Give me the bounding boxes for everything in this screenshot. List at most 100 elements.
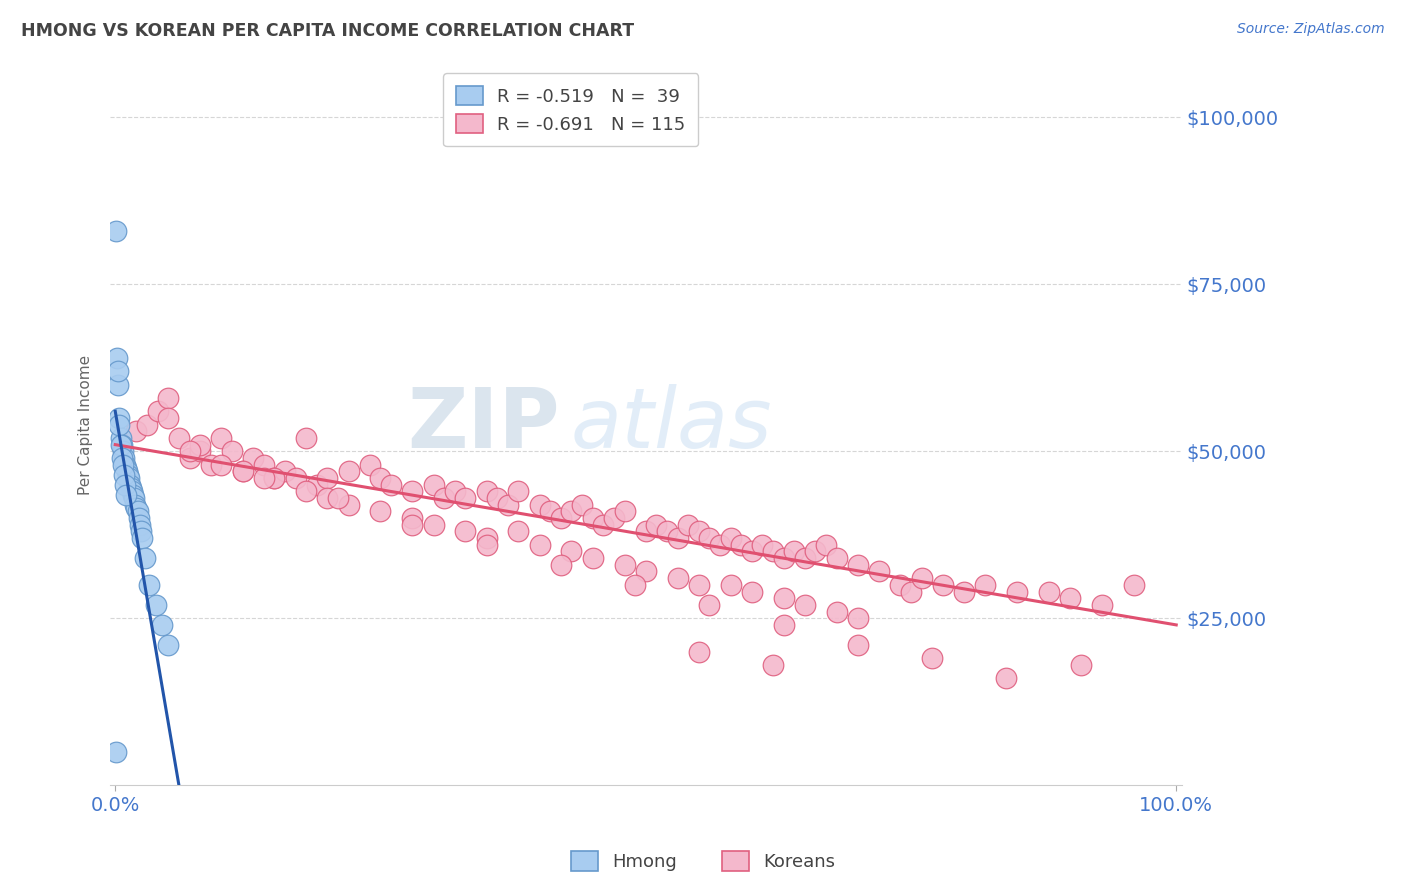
Point — [124, 491, 146, 505]
Point — [655, 524, 678, 539]
Point — [221, 444, 243, 458]
Point — [125, 424, 148, 438]
Point — [401, 517, 423, 532]
Point — [242, 450, 264, 465]
Point — [125, 501, 148, 516]
Point — [634, 524, 657, 539]
Point — [529, 538, 551, 552]
Point — [337, 464, 360, 478]
Point — [804, 544, 827, 558]
Point — [486, 491, 509, 505]
Legend: Hmong, Koreans: Hmong, Koreans — [564, 844, 842, 879]
Point — [107, 377, 129, 392]
Point — [815, 538, 838, 552]
Point — [110, 437, 132, 451]
Point — [253, 471, 276, 485]
Point — [112, 450, 135, 465]
Point — [699, 598, 721, 612]
Point — [105, 745, 128, 759]
Point — [508, 524, 530, 539]
Point — [111, 444, 134, 458]
Point — [676, 517, 699, 532]
Point — [613, 558, 636, 572]
Point — [433, 491, 456, 505]
Point — [370, 504, 392, 518]
Point — [688, 645, 710, 659]
Point — [1091, 598, 1114, 612]
Point — [560, 544, 582, 558]
Point — [274, 464, 297, 478]
Point — [783, 544, 806, 558]
Point — [107, 364, 129, 378]
Point — [209, 431, 232, 445]
Point — [720, 531, 742, 545]
Point — [889, 578, 911, 592]
Point — [105, 224, 128, 238]
Point — [422, 517, 444, 532]
Point — [122, 488, 145, 502]
Point — [645, 517, 668, 532]
Point — [316, 471, 339, 485]
Point — [995, 671, 1018, 685]
Point — [108, 417, 131, 432]
Point — [475, 538, 498, 552]
Point — [475, 484, 498, 499]
Point — [114, 477, 136, 491]
Point — [613, 504, 636, 518]
Point — [688, 578, 710, 592]
Point — [1122, 578, 1144, 592]
Point — [136, 417, 159, 432]
Point — [128, 511, 150, 525]
Point — [762, 657, 785, 672]
Point — [772, 618, 794, 632]
Point — [550, 511, 572, 525]
Point — [150, 618, 173, 632]
Point — [138, 578, 160, 592]
Point — [974, 578, 997, 592]
Point — [846, 638, 869, 652]
Point — [910, 571, 932, 585]
Point — [825, 551, 848, 566]
Y-axis label: Per Capita Income: Per Capita Income — [79, 354, 93, 495]
Point — [751, 538, 773, 552]
Point — [422, 477, 444, 491]
Point — [232, 464, 254, 478]
Point — [825, 605, 848, 619]
Point — [115, 461, 138, 475]
Point — [131, 531, 153, 545]
Point — [263, 471, 285, 485]
Point — [666, 531, 689, 545]
Text: HMONG VS KOREAN PER CAPITA INCOME CORRELATION CHART: HMONG VS KOREAN PER CAPITA INCOME CORREL… — [21, 22, 634, 40]
Point — [900, 584, 922, 599]
Point — [496, 498, 519, 512]
Point — [634, 565, 657, 579]
Legend: R = -0.519   N =  39, R = -0.691   N = 115: R = -0.519 N = 39, R = -0.691 N = 115 — [443, 73, 699, 146]
Point — [1038, 584, 1060, 599]
Point — [284, 471, 307, 485]
Point — [111, 458, 134, 472]
Point — [188, 437, 211, 451]
Point — [157, 638, 180, 652]
Point — [295, 431, 318, 445]
Point — [688, 524, 710, 539]
Point — [443, 484, 465, 499]
Point — [868, 565, 890, 579]
Point — [1059, 591, 1081, 606]
Point — [115, 464, 138, 478]
Point — [666, 571, 689, 585]
Point — [772, 551, 794, 566]
Point — [953, 584, 976, 599]
Point — [454, 524, 477, 539]
Point — [337, 498, 360, 512]
Point — [624, 578, 647, 592]
Point — [209, 458, 232, 472]
Point — [305, 477, 328, 491]
Point — [603, 511, 626, 525]
Point — [179, 450, 201, 465]
Point — [121, 484, 143, 499]
Point — [560, 504, 582, 518]
Point — [846, 611, 869, 625]
Point — [127, 504, 149, 518]
Point — [105, 351, 128, 365]
Point — [179, 444, 201, 458]
